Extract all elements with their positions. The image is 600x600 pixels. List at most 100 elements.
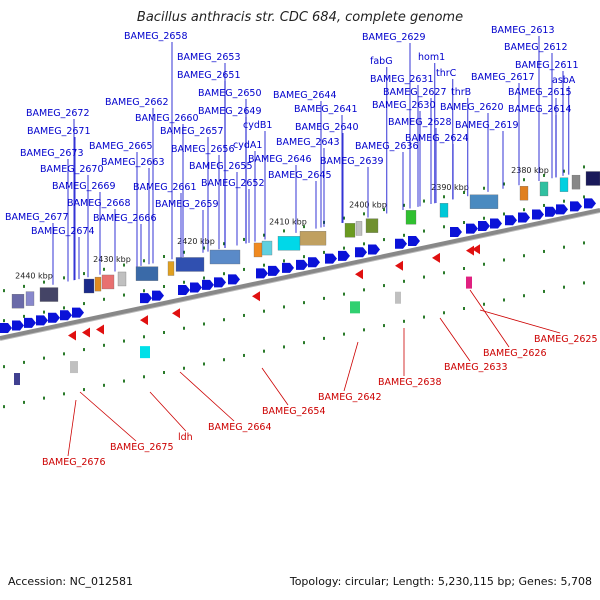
forward-gene-arrow [466,223,478,234]
gene-label: BAMEG_2642 [318,392,382,403]
leader-line [79,391,137,442]
gene-label: BAMEG_2620 [440,102,504,113]
gene-label: BAMEG_2645 [268,170,332,181]
forward-gene-arrow [36,315,48,326]
feature-box [469,194,499,209]
gene-label: BAMEG_2677 [5,212,69,223]
gene-label: BAMEG_2633 [444,362,508,373]
reverse-gene-arrow [68,330,76,341]
forward-gene-arrow [570,201,582,212]
forward-gene-arrow [368,244,380,255]
reverse-gene-arrow [82,327,90,338]
feature-box [365,218,379,233]
feature-box [140,346,150,359]
feature-box [175,257,205,272]
gene-label: BAMEG_2663 [101,157,165,168]
gene-label: BAMEG_2666 [93,213,157,224]
feature-box [11,294,25,309]
feature-box [101,274,115,290]
gene-label: BAMEG_2665 [89,141,153,152]
gene-label: asbA [552,75,576,86]
feature-box [261,240,273,256]
gene-label: cydA1 [233,140,262,151]
gene-label: BAMEG_2639 [320,156,384,167]
feature-box [585,171,600,186]
gene-label: hom1 [418,52,445,63]
feature-box [277,236,301,251]
forward-gene-arrow [395,238,407,249]
gene-label: BAMEG_2631 [370,74,434,85]
feature-box [70,361,78,374]
forward-gene-arrow [325,253,337,264]
feature-box [253,242,263,258]
gene-label: BAMEG_2612 [504,42,568,53]
feature-box [405,210,417,225]
gene-label: BAMEG_2655 [189,161,253,172]
gene-label: BAMEG_2658 [124,31,188,42]
reverse-gene-arrow [355,269,363,280]
feature-box [167,261,175,276]
scale-label: 2430 kbp [93,255,131,264]
forward-gene-arrow [202,279,214,290]
forward-gene-arrow [268,265,280,276]
feature-box [25,291,35,306]
gene-label: BAMEG_2628 [388,117,452,128]
forward-gene-arrow [140,293,152,304]
gene-label: BAMEG_2636 [355,141,419,152]
forward-gene-arrow [505,215,517,226]
feature-box [519,186,529,201]
forward-gene-arrow [214,277,226,288]
forward-gene-arrow [24,317,36,328]
gene-label: BAMEG_2641 [294,104,358,115]
gene-label: BAMEG_2669 [52,181,116,192]
forward-gene-arrow [408,235,420,246]
forward-gene-arrow [545,206,557,217]
leader-line [149,391,187,432]
forward-gene-arrow [178,285,190,296]
gene-label: BAMEG_2626 [483,348,547,359]
gene-label: BAMEG_2656 [171,144,235,155]
gene-label: ldh [178,432,193,443]
leader-line [179,371,235,422]
gene-label: BAMEG_2627 [383,87,447,98]
accession-text: Accession: NC_012581 [8,575,134,588]
gene-label: BAMEG_2649 [198,106,262,117]
leader-line [343,341,359,392]
leader-line [479,309,561,334]
forward-gene-arrow [228,274,240,285]
gene-label: BAMEG_2640 [295,122,359,133]
map-title: Bacillus anthracis str. CDC 684, complet… [136,10,464,25]
gene-label: BAMEG_2659 [155,199,219,210]
scale-label: 2440 kbp [15,272,53,281]
gene-label: BAMEG_2668 [67,198,131,209]
forward-gene-arrow [355,247,367,258]
reverse-gene-arrow [432,252,440,263]
gene-label: BAMEG_2619 [455,120,519,131]
gene-label: BAMEG_2646 [248,154,312,165]
feature-box [299,231,327,246]
feature-box [209,249,241,265]
gene-label: BAMEG_2672 [26,108,90,119]
leader-line [261,367,289,406]
forward-gene-arrow [478,221,490,232]
gene-label: BAMEG_2644 [273,90,337,101]
feature-box [355,221,363,236]
feature-box [395,291,401,304]
reverse-gene-arrow [395,260,403,271]
gene-label: BAMEG_2670 [40,164,104,175]
forward-gene-arrow [490,218,502,229]
gene-label: BAMEG_2615 [508,87,572,98]
feature-box [439,203,449,218]
leader-line [439,317,471,362]
gene-label: BAMEG_2630 [372,100,436,111]
feature-box [83,278,95,294]
forward-gene-arrow [190,282,202,293]
reverse-gene-arrow [252,291,260,302]
leader-line [67,399,77,457]
gene-label: BAMEG_2625 [534,334,598,345]
gene-label: BAMEG_2643 [276,137,340,148]
gene-label: BAMEG_2613 [491,25,555,36]
gene-label: fabG [370,56,393,67]
gene-label: BAMEG_2611 [515,60,579,71]
